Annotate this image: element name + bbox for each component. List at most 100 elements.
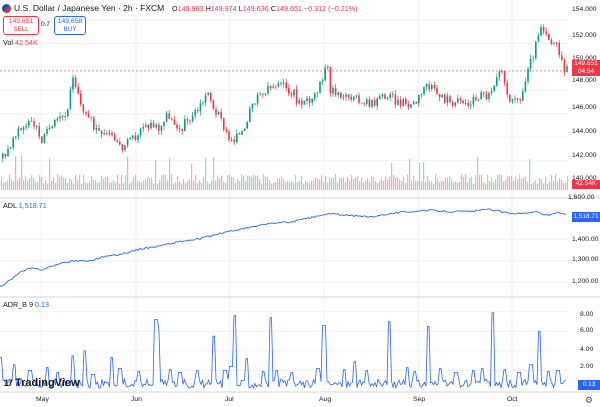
buy-button[interactable]: 149.658 BUY — [54, 16, 86, 35]
volume-bar — [481, 174, 483, 190]
candle-body — [87, 113, 90, 118]
candle-body — [386, 97, 389, 100]
volume-bar — [391, 163, 393, 190]
candle-body — [477, 99, 480, 101]
candle-body — [155, 124, 157, 128]
volume-bar — [115, 182, 117, 190]
candle-body — [277, 83, 280, 87]
volume-bar — [253, 175, 255, 190]
candle-body — [137, 135, 139, 140]
volume-bar — [155, 159, 157, 190]
candle-body — [220, 111, 222, 119]
volume-bar — [275, 182, 277, 190]
candle-body — [376, 98, 378, 106]
candle-body — [511, 99, 514, 102]
candle-body — [98, 127, 100, 131]
volume-bar — [381, 177, 383, 190]
candle-body — [160, 126, 163, 131]
adr-tick: 2.00 — [580, 363, 594, 370]
volume-bar — [407, 174, 409, 190]
tradingview-logo[interactable]: 17 TradingView — [4, 377, 80, 389]
volume-bar — [361, 177, 363, 190]
candle-body — [85, 111, 87, 114]
volume-bar — [509, 176, 511, 190]
volume-bar — [425, 181, 427, 190]
volume-bar — [231, 176, 233, 190]
volume-bar — [47, 183, 49, 190]
volume-bar — [373, 176, 375, 190]
volume-bar — [317, 178, 319, 190]
volume-bar — [557, 181, 559, 190]
volume-bar — [279, 178, 281, 190]
volume-bar — [43, 183, 45, 190]
volume-bar — [193, 180, 195, 190]
volume-bar — [477, 156, 479, 190]
price-tick: 142.000 — [572, 152, 597, 159]
sell-label: SELL — [13, 26, 29, 33]
volume-bar — [383, 181, 385, 190]
volume-bar — [397, 177, 399, 190]
volume-bar — [37, 181, 39, 190]
volume-bar — [145, 179, 147, 190]
candle-body — [4, 153, 7, 157]
candle-body — [519, 99, 521, 101]
adr-legend[interactable]: ADR_B 9 0.13 — [3, 300, 49, 309]
candle-body — [82, 104, 85, 112]
candle-body — [95, 127, 98, 130]
candle-body — [433, 84, 436, 89]
sell-button[interactable]: 149.651 SELL — [3, 16, 39, 35]
volume-bar — [245, 181, 247, 190]
candle-body — [212, 100, 215, 110]
volume-bar — [303, 183, 305, 190]
volume-bar — [199, 180, 201, 190]
candle-body — [368, 99, 371, 107]
volume-bar — [311, 180, 313, 190]
volume-bar — [405, 182, 407, 190]
volume-legend[interactable]: Vol 42.54K — [3, 38, 38, 47]
price-tick: 150.000 — [572, 55, 597, 62]
adl-tick: 1,400.00 — [572, 236, 599, 243]
volume-bar — [175, 182, 177, 190]
candle-body — [251, 103, 254, 109]
symbol-title-text: U.S. Dollar / Japanese Yen · 2h · FXCM — [14, 3, 165, 13]
volume-bar — [41, 177, 43, 190]
candle-body — [392, 94, 394, 96]
volume-bar — [543, 183, 545, 190]
volume-bar — [365, 180, 367, 190]
volume-bar — [323, 182, 325, 190]
volume-bar — [289, 181, 291, 190]
volume-bar — [15, 156, 17, 190]
volume-bar — [1, 177, 3, 190]
candle-body — [238, 133, 241, 135]
volume-bar — [469, 178, 471, 190]
candle-body — [415, 101, 417, 104]
volume-bar — [401, 180, 403, 190]
volume-bar — [423, 162, 425, 190]
candle-body — [282, 82, 285, 84]
volume-bar — [153, 183, 155, 190]
adl-legend[interactable]: ADL 1,518.71 — [3, 201, 47, 210]
ohlc-close-value: 149.651 — [275, 4, 302, 13]
symbol-title[interactable]: U.S. Dollar / Japanese Yen · 2h · FXCM — [2, 3, 164, 13]
candle-body — [54, 120, 56, 127]
candle-body — [293, 89, 295, 96]
volume-bar — [241, 174, 243, 190]
candle-body — [181, 128, 183, 131]
adl-tick: 1,200.00 — [572, 278, 599, 285]
candle-body — [290, 93, 293, 96]
volume-bar — [3, 182, 5, 190]
candle-body — [12, 137, 14, 148]
candle-body — [134, 135, 137, 140]
settings-gear-icon[interactable]: ⚙ — [584, 395, 593, 405]
volume-bar — [95, 180, 97, 190]
candle-body — [350, 97, 352, 100]
volume-bar — [443, 180, 445, 190]
spread-value: 0.7 — [41, 21, 51, 28]
volume-bar — [99, 182, 101, 190]
volume-bar — [177, 176, 179, 190]
volume-bar — [209, 183, 211, 190]
candle-body — [373, 100, 376, 106]
candle-body — [233, 139, 235, 143]
